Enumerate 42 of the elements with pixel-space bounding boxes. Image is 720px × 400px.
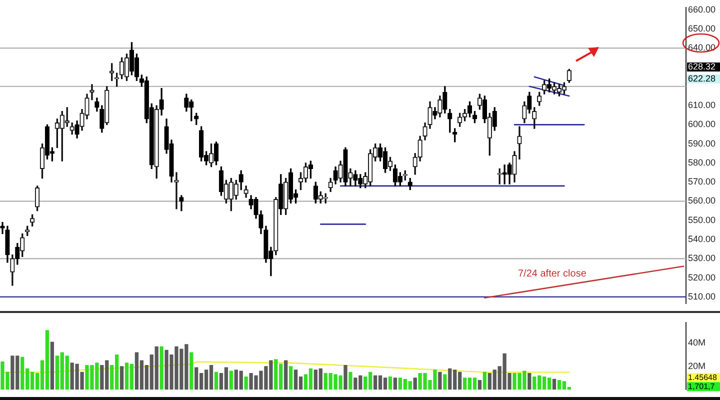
y-tick-label: 610.00 bbox=[688, 100, 716, 110]
bar bbox=[284, 360, 288, 390]
y-tick-label: 650.00 bbox=[688, 24, 716, 34]
bar bbox=[190, 352, 194, 390]
bar bbox=[229, 370, 233, 390]
bar bbox=[348, 372, 352, 390]
bar bbox=[393, 378, 398, 390]
bar bbox=[244, 376, 248, 390]
y-tick-label: 510.00 bbox=[688, 291, 716, 302]
bar bbox=[50, 342, 54, 390]
y-tick-label: 550.00 bbox=[688, 214, 716, 225]
candlestick bbox=[0, 222, 5, 234]
y-tick-label: 40M bbox=[688, 338, 706, 348]
y-tick-label: 580.00 bbox=[688, 157, 716, 168]
y-tick-label: 560.00 bbox=[688, 196, 716, 206]
y-tick-label: 520.00 bbox=[688, 272, 716, 282]
y-tick-label: 540.00 bbox=[688, 234, 716, 244]
y-tick-label: 570.00 bbox=[688, 176, 716, 187]
bar bbox=[552, 378, 556, 390]
annotation: 7/24 after close bbox=[518, 268, 587, 280]
bar bbox=[214, 372, 218, 390]
bar bbox=[288, 366, 293, 390]
text: 628.32 bbox=[688, 61, 716, 72]
y-tick-label: 600.00 bbox=[688, 119, 716, 130]
bar bbox=[443, 374, 447, 390]
y-tick-label: 20M bbox=[688, 360, 706, 371]
text: 1,701,7 bbox=[688, 382, 716, 391]
bar bbox=[344, 364, 348, 390]
bar bbox=[160, 346, 164, 390]
bar bbox=[413, 378, 417, 390]
y-tick-label: 590.00 bbox=[688, 138, 716, 148]
bar bbox=[120, 366, 124, 390]
text: 1.45648 bbox=[688, 372, 718, 382]
y-tick-label: 660.00 bbox=[688, 4, 716, 14]
bar bbox=[528, 373, 532, 390]
bar bbox=[482, 372, 487, 390]
candlestick bbox=[517, 126, 522, 160]
bar bbox=[478, 380, 482, 390]
bar bbox=[438, 372, 442, 390]
text: 622.28 bbox=[688, 73, 716, 84]
bar bbox=[388, 376, 392, 390]
y-tick-label: 530.00 bbox=[688, 253, 716, 264]
